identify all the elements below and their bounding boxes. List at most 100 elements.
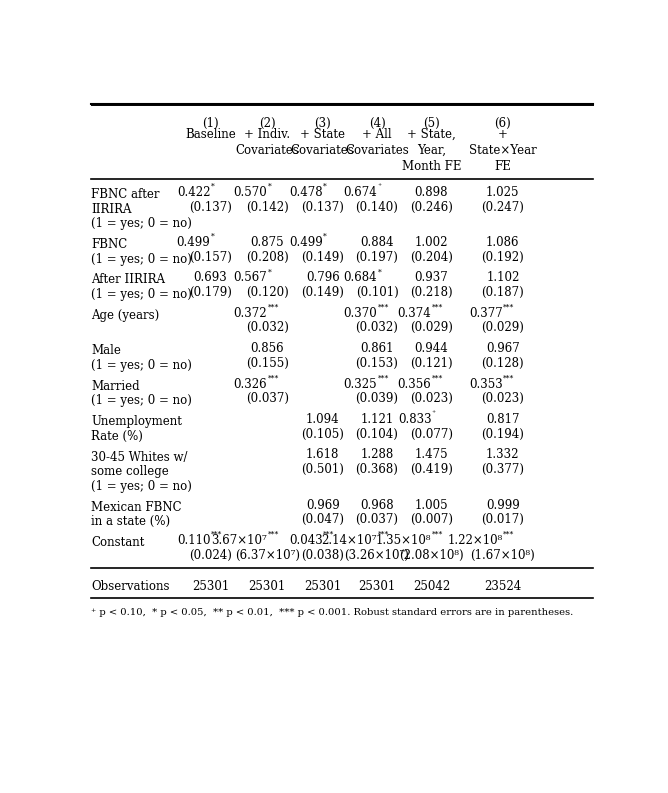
Text: 2.14×10⁷: 2.14×10⁷ (321, 534, 377, 547)
Text: (0.039): (0.039) (355, 393, 399, 405)
Text: Age (years): Age (years) (92, 309, 160, 322)
Text: 0.861: 0.861 (360, 343, 393, 355)
Text: ***: *** (377, 374, 389, 382)
Text: *: * (268, 268, 272, 276)
Text: *: * (323, 233, 327, 241)
Text: 25042: 25042 (413, 580, 450, 593)
Text: (1 = yes; 0 = no): (1 = yes; 0 = no) (92, 480, 192, 492)
Text: 1.618: 1.618 (306, 448, 339, 462)
Text: (0.155): (0.155) (246, 357, 289, 370)
Text: Rate (%): Rate (%) (92, 430, 143, 442)
Text: (0.024): (0.024) (189, 549, 232, 561)
Text: (1.67×10⁸): (1.67×10⁸) (470, 549, 535, 561)
Text: Unemployment: Unemployment (92, 415, 182, 428)
Text: ***: *** (504, 531, 514, 539)
Text: (0.023): (0.023) (482, 393, 524, 405)
Text: Covariates: Covariates (345, 144, 409, 157)
Text: 0.674: 0.674 (343, 186, 377, 199)
Text: (0.157): (0.157) (189, 251, 232, 263)
Text: (0.101): (0.101) (355, 286, 398, 299)
Text: ***: *** (323, 531, 335, 539)
Text: 1.102: 1.102 (486, 271, 520, 285)
Text: 0.325: 0.325 (343, 377, 377, 391)
Text: (0.187): (0.187) (482, 286, 524, 299)
Text: (1 = yes; 0 = no): (1 = yes; 0 = no) (92, 359, 192, 372)
Text: (3.26×10⁷): (3.26×10⁷) (345, 549, 409, 561)
Text: Observations: Observations (92, 580, 170, 593)
Text: 1.005: 1.005 (415, 499, 448, 511)
Text: *: * (211, 183, 214, 191)
Text: (0.419): (0.419) (410, 463, 453, 476)
Text: 0.326: 0.326 (234, 377, 267, 391)
Text: Constant: Constant (92, 536, 145, 549)
Text: ***: *** (377, 304, 389, 312)
Text: 0.875: 0.875 (250, 236, 284, 249)
Text: + State: + State (300, 128, 345, 141)
Text: 0.110: 0.110 (177, 534, 210, 547)
Text: (1): (1) (202, 117, 218, 130)
Text: 1.475: 1.475 (415, 448, 448, 462)
Text: ***: *** (504, 374, 514, 382)
Text: 0.898: 0.898 (415, 186, 448, 199)
Text: (2.08×10⁸): (2.08×10⁸) (399, 549, 464, 561)
Text: 1.35×10⁸: 1.35×10⁸ (376, 534, 432, 547)
Text: 0.043: 0.043 (289, 534, 323, 547)
Text: (0.032): (0.032) (355, 321, 399, 335)
Text: ⁺: ⁺ (432, 410, 436, 418)
Text: (0.029): (0.029) (482, 321, 524, 335)
Text: Mexican FBNC: Mexican FBNC (92, 500, 182, 514)
Text: (0.121): (0.121) (410, 357, 453, 370)
Text: (0.029): (0.029) (410, 321, 453, 335)
Text: 0.944: 0.944 (415, 343, 448, 355)
Text: (0.023): (0.023) (410, 393, 453, 405)
Text: 0.372: 0.372 (234, 307, 267, 320)
Text: (6): (6) (494, 117, 511, 130)
Text: 0.833: 0.833 (397, 413, 432, 426)
Text: 0.499: 0.499 (176, 236, 210, 249)
Text: (0.137): (0.137) (301, 201, 344, 213)
Text: Baseline: Baseline (185, 128, 236, 141)
Text: + Indiv.: + Indiv. (244, 128, 291, 141)
Text: (3): (3) (315, 117, 331, 130)
Text: (0.149): (0.149) (301, 286, 344, 299)
Text: (0.204): (0.204) (410, 251, 453, 263)
Text: (0.007): (0.007) (410, 513, 453, 527)
Text: FBNC: FBNC (92, 238, 128, 251)
Text: (0.140): (0.140) (355, 201, 399, 213)
Text: *: * (211, 233, 214, 241)
Text: (0.137): (0.137) (189, 201, 232, 213)
Text: 0.969: 0.969 (306, 499, 339, 511)
Text: 23524: 23524 (484, 580, 522, 593)
Text: ⁺ p < 0.10,  * p < 0.05,  ** p < 0.01,  *** p < 0.001. Robust standard errors ar: ⁺ p < 0.10, * p < 0.05, ** p < 0.01, ***… (92, 608, 574, 617)
Text: 30-45 Whites w/: 30-45 Whites w/ (92, 450, 188, 464)
Text: FBNC after: FBNC after (92, 188, 160, 201)
Text: 0.370: 0.370 (343, 307, 377, 320)
Text: (6.37×10⁷): (6.37×10⁷) (234, 549, 300, 561)
Text: ***: *** (432, 374, 443, 382)
Text: IIRIRA: IIRIRA (92, 203, 132, 216)
Text: ⁺: ⁺ (377, 183, 381, 191)
Text: (0.128): (0.128) (482, 357, 524, 370)
Text: (1 = yes; 0 = no): (1 = yes; 0 = no) (92, 394, 192, 408)
Text: 0.499: 0.499 (289, 236, 323, 249)
Text: ***: *** (377, 531, 389, 539)
Text: 0.884: 0.884 (360, 236, 393, 249)
Text: (0.038): (0.038) (301, 549, 344, 561)
Text: (0.047): (0.047) (301, 513, 344, 527)
Text: Year,: Year, (417, 144, 446, 157)
Text: 0.570: 0.570 (234, 186, 267, 199)
Text: Married: Married (92, 380, 140, 393)
Text: (0.153): (0.153) (355, 357, 399, 370)
Text: Covariates: Covariates (291, 144, 355, 157)
Text: 0.693: 0.693 (194, 271, 227, 285)
Text: 0.374: 0.374 (397, 307, 432, 320)
Text: 1.22×10⁸: 1.22×10⁸ (448, 534, 503, 547)
Text: (0.120): (0.120) (246, 286, 289, 299)
Text: ***: *** (504, 304, 514, 312)
Text: 0.422: 0.422 (177, 186, 210, 199)
Text: (1 = yes; 0 = no): (1 = yes; 0 = no) (92, 217, 192, 230)
Text: FE: FE (494, 160, 511, 173)
Text: 0.856: 0.856 (250, 343, 284, 355)
Text: 0.567: 0.567 (234, 271, 267, 285)
Text: 1.288: 1.288 (361, 448, 393, 462)
